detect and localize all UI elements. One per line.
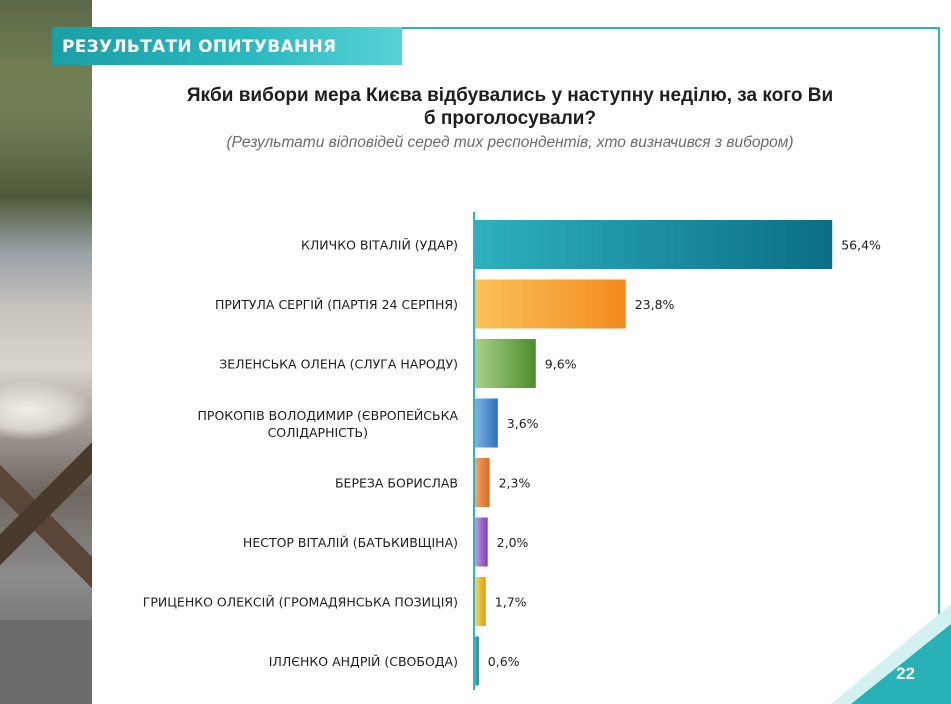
page-number: 22 (896, 664, 915, 683)
corner-dark-triangle (851, 624, 951, 704)
value-label-8: 0,6% (488, 654, 520, 669)
header-title: РЕЗУЛЬТАТИ ОПИТУВАННЯ (62, 37, 337, 57)
value-label-3: 9,6% (545, 357, 577, 372)
bar-7 (475, 577, 486, 626)
bar-3 (475, 339, 536, 388)
category-label-8: ІЛЛЄНКО АНДРІЙ (СВОБОДА) (269, 654, 458, 669)
category-label-5: БЕРЕЗА БОРИСЛАВ (335, 476, 458, 491)
value-label-4: 3,6% (507, 416, 539, 431)
category-label-4: ПРОКОПІВ ВОЛОДИМИР (ЄВРОПЕЙСЬКА СОЛІДАРНІ… (198, 408, 459, 440)
category-label-3: ЗЕЛЕНСЬКА ОЛЕНА (СЛУГА НАРОДУ) (219, 357, 458, 372)
photo-barricade (0, 440, 92, 590)
category-label-1: КЛИЧКО ВІТАЛІЙ (УДАР) (301, 238, 458, 253)
right-accent-line (938, 27, 940, 627)
bar-4 (475, 398, 498, 448)
photo-road (0, 620, 92, 704)
bar-6 (475, 517, 488, 567)
header-band (52, 27, 402, 65)
corner-decoration (831, 604, 951, 704)
chart-subtitle: (Результати відповідей серед тих респонд… (226, 134, 794, 151)
value-label-7: 1,7% (495, 595, 527, 610)
background-photo (0, 0, 92, 704)
bar-1 (475, 220, 833, 269)
value-label-5: 2,3% (499, 476, 531, 491)
bar-5 (475, 458, 490, 507)
category-label-6: НЕСТОР ВІТАЛІЙ (БАТЬКИВЩІНА) (243, 535, 458, 550)
value-label-2: 23,8% (635, 297, 675, 312)
chart-question: Якби вибори мера Києва відбувались у нас… (186, 85, 834, 129)
category-label-2: ПРИТУЛА СЕРГІЙ (ПАРТІЯ 24 СЕРПНЯ) (215, 297, 458, 312)
photo-sandbags (0, 380, 92, 440)
chart-bars: 56,4% КЛИЧКО ВІТАЛІЙ (УДАР) 23,8% ПРИТУЛА С… (143, 220, 881, 686)
top-accent-line (400, 27, 940, 29)
bar-2 (475, 279, 626, 329)
bar-8 (475, 636, 479, 686)
category-label-7: ГРИЦЕНКО ОЛЕКСІЙ (ГРОМАДЯНСЬКА ПОЗИЦІЯ) (143, 595, 458, 610)
value-label-6: 2,0% (497, 535, 529, 550)
value-label-1: 56,4% (841, 238, 881, 253)
